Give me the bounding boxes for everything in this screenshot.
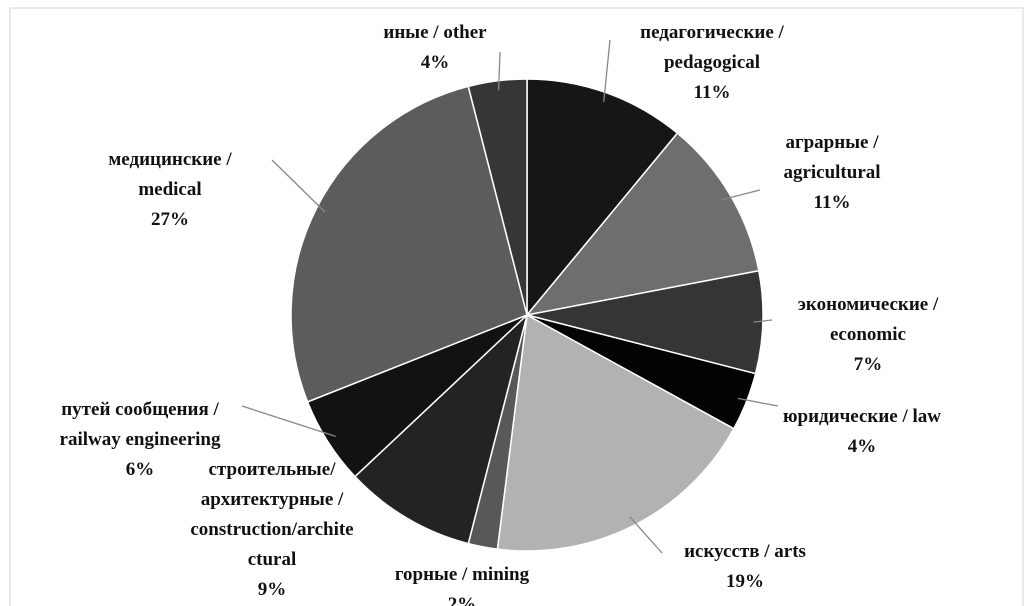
category-label: строительные/архитектурные / constructio… — [190, 459, 354, 570]
leader-line — [241, 405, 336, 438]
leader-line — [753, 319, 773, 323]
value-label: 11% — [813, 192, 851, 213]
category-label: аграрные / agricultural — [783, 132, 881, 183]
value-label: 9% — [257, 579, 287, 600]
pie-slice — [526, 78, 679, 318]
slice-label: горные / mining 2% — [367, 560, 557, 606]
pie-slice — [525, 132, 760, 317]
leader-line — [271, 159, 326, 213]
value-label: 19% — [726, 571, 764, 592]
value-label: 2% — [447, 594, 477, 606]
value-label: 11% — [693, 82, 731, 103]
category-label: медицинские / medical — [108, 149, 232, 200]
category-label: иные / other — [383, 22, 487, 43]
value-label: 6% — [125, 459, 155, 480]
slice-label: аграрные / agricultural 11% — [752, 128, 912, 218]
value-label: 4% — [847, 436, 877, 457]
pie-slice — [496, 313, 735, 552]
pie-slice — [526, 269, 764, 375]
leader-line — [629, 516, 663, 554]
slice-label: строительные/архитектурные / constructio… — [189, 455, 355, 605]
category-label: искусств / arts — [684, 541, 806, 562]
pie-slice — [353, 312, 529, 545]
leader-line — [497, 51, 501, 91]
slice-label: педагогические / pedagogical 11% — [617, 18, 807, 108]
category-label: экономические / economic — [797, 294, 939, 345]
slice-label: юридические / law 4% — [777, 402, 947, 462]
category-label: путей сообщения / railway engineering — [59, 399, 221, 450]
category-label: юридические / law — [782, 406, 941, 427]
leader-line — [603, 39, 611, 102]
value-label: 4% — [420, 52, 450, 73]
pie-slice — [290, 85, 528, 403]
value-label: 27% — [151, 209, 189, 230]
slice-label: медицинские / medical 27% — [85, 145, 255, 235]
category-label: горные / mining — [394, 564, 530, 585]
slice-label: экономические / economic 7% — [778, 290, 958, 380]
slice-label: путей сообщения / railway engineering 6% — [40, 395, 240, 485]
pie-slice — [467, 78, 528, 316]
value-label: 7% — [853, 354, 883, 375]
slice-label: иные / other 4% — [360, 18, 510, 78]
slice-label: искусств / arts 19% — [645, 537, 845, 597]
leader-line — [737, 397, 779, 407]
frame — [9, 7, 1024, 606]
leader-line — [721, 189, 761, 201]
category-label: педагогические / pedagogical — [640, 22, 784, 73]
